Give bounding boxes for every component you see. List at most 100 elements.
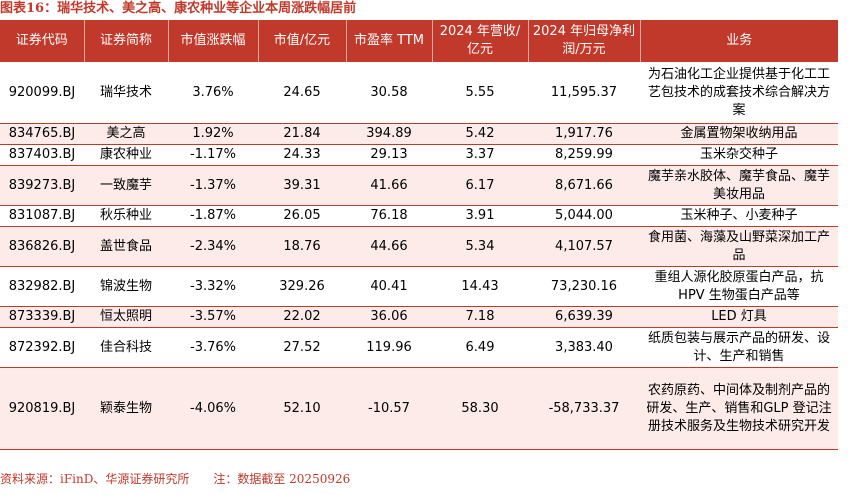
table-header-row: 证券代码 证券简称 市值涨跌幅 市值/亿元 市盈率 TTM 2024 年营收/亿… xyxy=(0,20,838,62)
cell-pe: 76.18 xyxy=(346,205,432,227)
cell-code: 920819.BJ xyxy=(0,367,84,450)
cell-business: 纸质包装与展示产品的研发、设计、生产和销售 xyxy=(640,327,838,368)
cell-name: 秋乐种业 xyxy=(84,205,168,227)
cell-change: -2.34% xyxy=(168,226,258,267)
cell-business: 魔芋亲水胶体、魔芋食品、魔芋美妆用品 xyxy=(640,165,838,206)
cell-code: 920099.BJ xyxy=(0,62,84,124)
header-code: 证券代码 xyxy=(0,20,85,62)
cell-net-profit: 8,259.99 xyxy=(528,144,640,166)
cell-name: 一致魔芋 xyxy=(84,165,168,206)
header-cap: 市值/亿元 xyxy=(258,20,347,62)
cell-net-profit: 8,671.66 xyxy=(528,165,640,206)
cell-change: -3.57% xyxy=(168,306,258,328)
cell-business: 玉米杂交种子 xyxy=(640,144,838,166)
cell-pe: 44.66 xyxy=(346,226,432,267)
cell-change: 1.92% xyxy=(168,123,258,145)
cell-pe: 41.66 xyxy=(346,165,432,206)
cell-cap: 39.31 xyxy=(258,165,346,206)
cell-name: 盖世食品 xyxy=(84,226,168,267)
cell-code: 873339.BJ xyxy=(0,306,84,328)
cell-name: 恒太照明 xyxy=(84,306,168,328)
cell-code: 872392.BJ xyxy=(0,327,84,368)
cell-net-profit: 11,595.37 xyxy=(528,62,640,124)
cell-business: 金属置物架收纳用品 xyxy=(640,123,838,145)
cell-name: 瑞华技术 xyxy=(84,62,168,124)
cell-business: 食用菌、海藻及山野菜深加工产品 xyxy=(640,226,838,267)
cell-pe: 119.96 xyxy=(346,327,432,368)
cell-pe: 394.89 xyxy=(346,123,432,145)
table-row: 834765.BJ 美之高 1.92% 21.84 394.89 5.42 1,917.76… xyxy=(0,123,838,145)
cell-change: -1.87% xyxy=(168,205,258,227)
table-row: 839273.BJ 一致魔芋 -1.37% 39.31 41.66 6.17 8,671.6… xyxy=(0,165,838,206)
cell-change: 3.76% xyxy=(168,62,258,124)
header-business: 业务 xyxy=(640,20,838,62)
header-change: 市值涨跌幅 xyxy=(168,20,259,62)
cell-code: 839273.BJ xyxy=(0,165,84,206)
header-net-profit: 2024 年归母净利润/万元 xyxy=(528,20,641,62)
cell-revenue: 3.91 xyxy=(432,205,528,227)
cell-pe: 30.58 xyxy=(346,62,432,124)
cell-cap: 24.65 xyxy=(258,62,346,124)
cell-pe: -10.57 xyxy=(346,367,432,450)
cell-revenue: 5.34 xyxy=(432,226,528,267)
cell-code: 831087.BJ xyxy=(0,205,84,227)
table-row: 832982.BJ 锦波生物 -3.32% 329.26 40.41 14.43 73,23… xyxy=(0,266,838,307)
cell-revenue: 7.18 xyxy=(432,306,528,328)
cell-pe: 40.41 xyxy=(346,266,432,307)
cell-business: 重组人源化胶原蛋白产品，抗 HPV 生物蛋白产品等 xyxy=(640,266,838,307)
cell-cap: 24.33 xyxy=(258,144,346,166)
cell-business: LED 灯具 xyxy=(640,306,838,328)
table-row: 831087.BJ 秋乐种业 -1.87% 26.05 76.18 3.91 5,044.0… xyxy=(0,205,838,227)
cell-revenue: 14.43 xyxy=(432,266,528,307)
table-row: 872392.BJ 佳合科技 -3.76% 27.52 119.96 6.49 3,383.… xyxy=(0,327,838,368)
header-revenue: 2024 年营收/亿元 xyxy=(432,20,529,62)
table-row: 873339.BJ 恒太照明 -3.57% 22.02 36.06 7.18 6,639.3… xyxy=(0,306,838,328)
cell-net-profit: 6,639.39 xyxy=(528,306,640,328)
table-row: 920819.BJ 颖泰生物 -4.06% 52.10 -10.57 58.30 -58,7… xyxy=(0,367,838,450)
cell-business: 为石油化工企业提供基于化工工艺包技术的成套技术综合解决方案 xyxy=(640,62,838,124)
cell-cap: 22.02 xyxy=(258,306,346,328)
stock-table: 证券代码 证券简称 市值涨跌幅 市值/亿元 市盈率 TTM 2024 年营收/亿… xyxy=(0,20,838,450)
cell-change: -1.37% xyxy=(168,165,258,206)
cell-name: 颖泰生物 xyxy=(84,367,168,450)
header-name: 证券简称 xyxy=(84,20,169,62)
cell-code: 834765.BJ xyxy=(0,123,84,145)
cell-change: -3.32% xyxy=(168,266,258,307)
cell-revenue: 6.17 xyxy=(432,165,528,206)
cell-cap: 329.26 xyxy=(258,266,346,307)
cell-code: 836826.BJ xyxy=(0,226,84,267)
cell-pe: 29.13 xyxy=(346,144,432,166)
table-row: 837403.BJ 康农种业 -1.17% 24.33 29.13 3.37 8,259.9… xyxy=(0,144,838,166)
cell-name: 康农种业 xyxy=(84,144,168,166)
source-note: 资料来源：iFinD、华源证券研究所 注：数据截至 20250926 xyxy=(0,472,351,486)
cell-change: -4.06% xyxy=(168,367,258,450)
cell-name: 佳合科技 xyxy=(84,327,168,368)
cell-net-profit: 5,044.00 xyxy=(528,205,640,227)
cell-net-profit: 73,230.16 xyxy=(528,266,640,307)
table-row: 920099.BJ 瑞华技术 3.76% 24.65 30.58 5.55 11,595.3… xyxy=(0,62,838,124)
cell-revenue: 6.49 xyxy=(432,327,528,368)
cell-pe: 36.06 xyxy=(346,306,432,328)
cell-net-profit: -58,733.37 xyxy=(528,367,640,450)
cell-net-profit: 1,917.76 xyxy=(528,123,640,145)
cell-change: -3.76% xyxy=(168,327,258,368)
header-pe: 市盈率 TTM xyxy=(346,20,433,62)
cell-revenue: 5.42 xyxy=(432,123,528,145)
table-row: 836826.BJ 盖世食品 -2.34% 18.76 44.66 5.34 4,107.5… xyxy=(0,226,838,267)
cell-code: 832982.BJ xyxy=(0,266,84,307)
cell-business: 玉米种子、小麦种子 xyxy=(640,205,838,227)
cell-net-profit: 4,107.57 xyxy=(528,226,640,267)
cell-name: 锦波生物 xyxy=(84,266,168,307)
figure-title: 图表16：瑞华技术、美之高、康农种业等企业本周涨跌幅居前 xyxy=(0,1,357,16)
cell-cap: 52.10 xyxy=(258,367,346,450)
cell-cap: 18.76 xyxy=(258,226,346,267)
cell-cap: 27.52 xyxy=(258,327,346,368)
cell-cap: 26.05 xyxy=(258,205,346,227)
cell-revenue: 5.55 xyxy=(432,62,528,124)
cell-cap: 21.84 xyxy=(258,123,346,145)
cell-business: 农药原药、中间体及制剂产品的研发、生产、销售和GLP 登记注册技术服务及生物技术… xyxy=(640,367,838,450)
cell-revenue: 3.37 xyxy=(432,144,528,166)
cell-change: -1.17% xyxy=(168,144,258,166)
cell-net-profit: 3,383.40 xyxy=(528,327,640,368)
cell-name: 美之高 xyxy=(84,123,168,145)
